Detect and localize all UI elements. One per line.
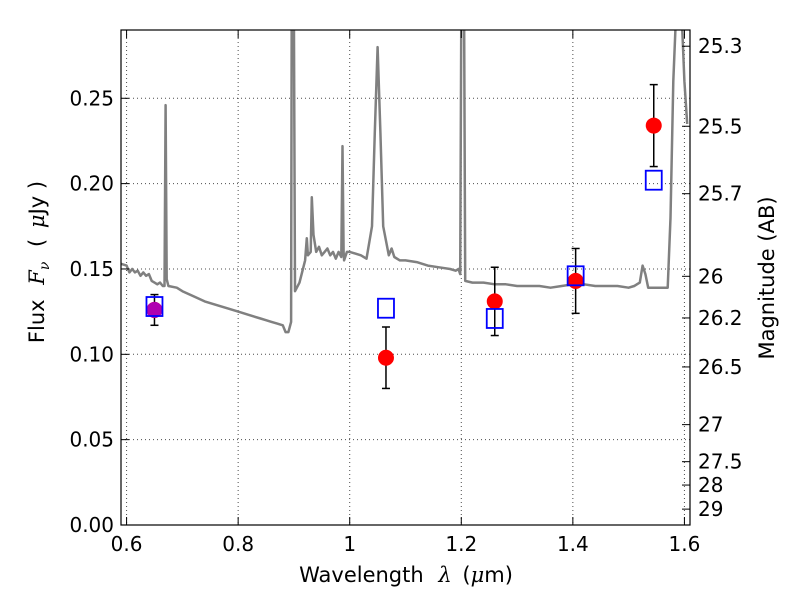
plot-area — [121, 30, 689, 390]
y2-tick-label: 26.2 — [698, 306, 743, 330]
y-axis-title: Flux Fν ( μJy ) — [25, 181, 54, 343]
y-tick-label: 0.10 — [69, 342, 114, 366]
model-point — [145, 296, 164, 317]
y2-tick-label: 25.3 — [698, 34, 743, 58]
data-point — [377, 349, 394, 366]
x-axis-title: Wavelength λ (μm) — [299, 563, 513, 587]
y2-tick-label: 28 — [698, 473, 723, 497]
y-tick-label: 0.00 — [69, 513, 114, 537]
data-point — [645, 117, 662, 134]
y2-tick-label: 26 — [698, 264, 723, 288]
x-tick-label: 1 — [343, 532, 356, 556]
x-tick-label: 1.4 — [557, 532, 589, 556]
y-tick-label: 0.20 — [69, 172, 114, 196]
y-tick-label: 0.25 — [69, 86, 114, 110]
model-point — [566, 265, 585, 287]
x-tick-label: 0.6 — [111, 532, 143, 556]
model-point — [644, 169, 663, 191]
y2-tick-label: 27.5 — [698, 450, 743, 474]
axis-labels: 0.6 0.8 1 1.2 1.4 1.6 0.00 0.05 0.10 0.15 0.20 0.25… — [69, 34, 742, 556]
y2-tick-label: 25.7 — [698, 182, 743, 206]
spectrum-line — [121, 30, 689, 334]
plot-clipped — [121, 30, 689, 390]
x-tick-label: 1.6 — [669, 532, 701, 556]
model-point — [377, 297, 395, 319]
model-point — [485, 308, 504, 329]
y2-tick-label: 26.5 — [698, 355, 743, 379]
x-tick-label: 1.2 — [445, 532, 477, 556]
grid — [121, 30, 690, 526]
data-point — [486, 293, 503, 310]
y2-axis-title: Magnitude (AB) — [755, 196, 779, 359]
y2-tick-label: 25.5 — [698, 114, 743, 138]
x-tick-label: 0.8 — [222, 532, 254, 556]
y2-tick-label: 27 — [698, 413, 723, 437]
y-tick-label: 0.05 — [69, 428, 114, 452]
y2-tick-label: 29 — [698, 497, 723, 521]
axes — [120, 29, 691, 526]
y-tick-label: 0.15 — [69, 257, 114, 281]
plot-frame — [120, 29, 691, 526]
